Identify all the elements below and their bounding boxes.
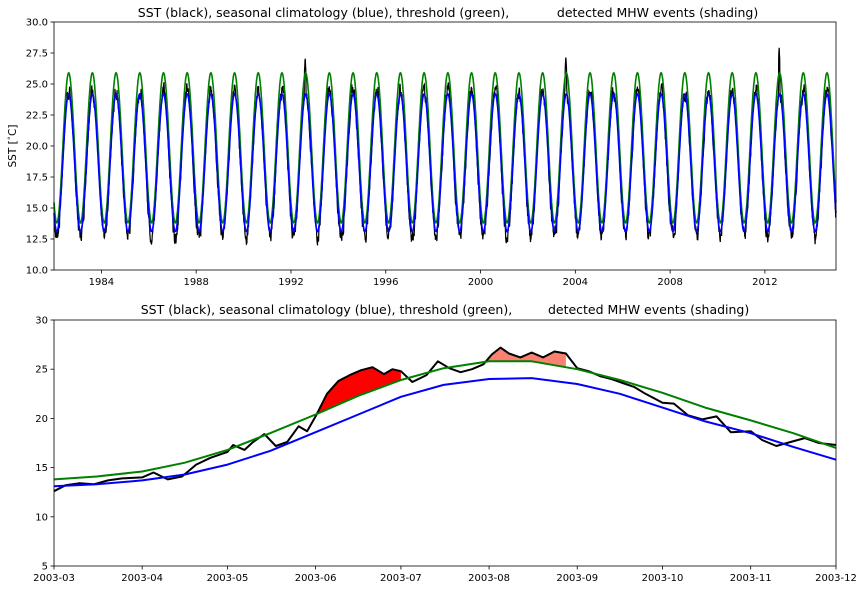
bottom-x-tick-label: 2003-07 — [380, 573, 422, 584]
top-y-tick-label: 10.0 — [26, 266, 48, 277]
bottom-y-tick-label: 30 — [35, 316, 48, 327]
top-y-tick-label: 17.5 — [26, 173, 48, 184]
top-x-tick-label: 2000 — [468, 277, 493, 288]
bottom-axes-frame — [53, 319, 837, 567]
top-y-tick-label: 20.0 — [26, 142, 48, 153]
top-x-tick-label: 1988 — [183, 277, 208, 288]
bottom-y-tick-label: 5 — [42, 562, 48, 573]
bottom-sst-line — [53, 346, 837, 493]
top-x-tick-label: 1984 — [89, 277, 114, 288]
bottom-climatology-line — [53, 377, 837, 488]
bottom-x-tick-label: 2003-12 — [815, 573, 857, 584]
bottom-chart-panel: SST (black), seasonal climatology (blue)… — [33, 302, 857, 584]
top-x-tick-label: 1996 — [373, 277, 398, 288]
bottom-axis-ticks: 5 10 15 20 25 30 2003-03 2003-04 2003-05 2003-06 2… — [33, 316, 857, 585]
bottom-x-tick-label: 2003-05 — [207, 573, 249, 584]
top-axes-frame — [53, 21, 837, 271]
bottom-x-tick-label: 2003-10 — [642, 573, 684, 584]
bottom-x-tick-label: 2003-04 — [121, 573, 163, 584]
top-y-tick-label: 27.5 — [26, 49, 48, 60]
svg-text:SST [∘C]: SST [∘C] — [5, 124, 19, 167]
bottom-y-tick-label: 10 — [35, 512, 48, 523]
bottom-x-tick-label: 2003-06 — [295, 573, 337, 584]
bottom-x-tick-label: 2003-08 — [468, 573, 510, 584]
top-y-tick-label: 15.0 — [26, 204, 48, 215]
top-x-tick-label: 1992 — [278, 277, 303, 288]
top-y-tick-label: 30.0 — [26, 18, 48, 29]
bottom-y-tick-label: 20 — [35, 414, 48, 425]
top-chart-title: SST (black), seasonal climatology (blue)… — [138, 5, 758, 20]
top-y-axis-label: SST [∘C] — [5, 124, 19, 167]
top-plot-area — [53, 47, 837, 246]
top-x-tick-label: 2012 — [752, 277, 777, 288]
top-y-tick-label: 22.5 — [26, 111, 48, 122]
bottom-x-tick-label: 2003-11 — [730, 573, 772, 584]
bottom-chart-title: SST (black), seasonal climatology (blue)… — [141, 302, 750, 317]
top-climatology-line — [53, 92, 837, 233]
top-x-tick-label: 2004 — [563, 277, 588, 288]
bottom-threshold-line — [53, 360, 837, 481]
top-y-tick-label: 12.5 — [26, 235, 48, 246]
bottom-y-tick-label: 25 — [35, 365, 48, 376]
top-y-tick-label: 25.0 — [26, 80, 48, 91]
bottom-plot-area — [53, 346, 837, 493]
bottom-x-tick-label: 2003-09 — [556, 573, 598, 584]
top-x-tick-label: 2008 — [657, 277, 682, 288]
bottom-x-tick-label: 2003-03 — [33, 573, 75, 584]
top-axis-ticks: 10.0 12.5 15.0 17.5 20.0 22.5 25.0 27.5 30.0 1984… — [26, 18, 778, 289]
bottom-y-tick-label: 15 — [35, 463, 48, 474]
top-chart-panel: SST (black), seasonal climatology (blue)… — [5, 5, 837, 289]
top-threshold-line — [53, 71, 837, 224]
